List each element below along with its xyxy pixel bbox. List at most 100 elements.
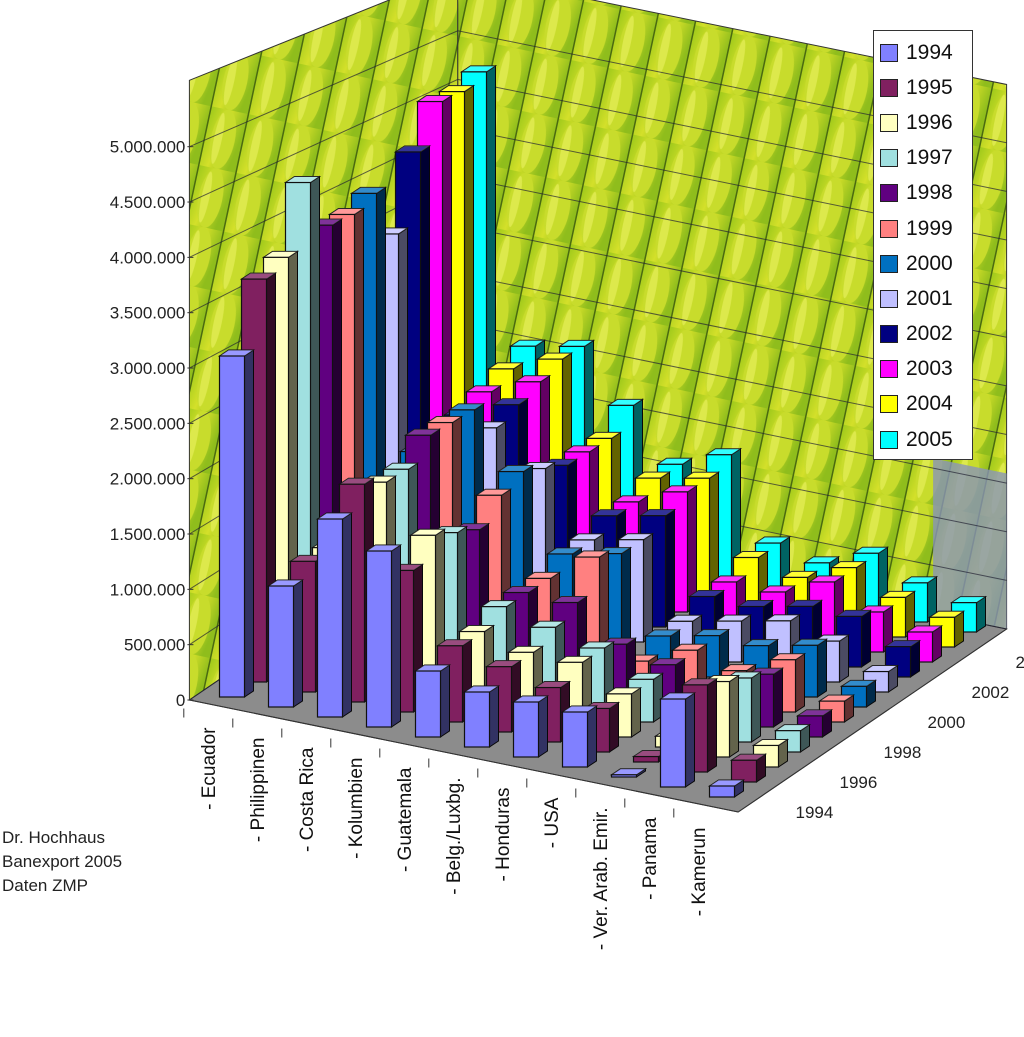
bar-top-light bbox=[268, 580, 303, 586]
bar-panama-1994 bbox=[658, 692, 697, 788]
category-label: - USA bbox=[542, 797, 563, 848]
bar-front bbox=[708, 785, 736, 798]
bar-top-light bbox=[831, 561, 866, 568]
bar-kamerun-2001 bbox=[861, 664, 900, 693]
legend-item-2001: 2001 bbox=[880, 281, 966, 316]
legend-item-1999: 1999 bbox=[880, 211, 966, 246]
legend-swatch bbox=[880, 219, 898, 238]
bar-top-light bbox=[672, 644, 707, 651]
bar-side-shade bbox=[489, 686, 499, 747]
bar-usa-1994 bbox=[560, 705, 599, 768]
bar-side-shade bbox=[932, 625, 942, 662]
bar-top-light bbox=[591, 509, 626, 516]
bar-top-light bbox=[569, 533, 604, 540]
bar-top-light bbox=[755, 537, 790, 544]
legend: 1994 1995 1996 1997 1998 1999 2000 2001 2002 2003… bbox=[873, 30, 973, 460]
legend-swatch bbox=[880, 78, 898, 97]
bar-top-light bbox=[682, 678, 717, 685]
legend-item-1994: 1994 bbox=[880, 35, 966, 70]
category-label: - Philippinen bbox=[248, 738, 269, 843]
bar-top-light bbox=[782, 571, 817, 578]
bar-top-light bbox=[515, 375, 550, 382]
bar-front bbox=[414, 670, 442, 738]
bar-top-light bbox=[716, 615, 751, 622]
bar-top-light bbox=[792, 639, 827, 646]
bar-side-shade bbox=[976, 596, 986, 632]
bar-front bbox=[659, 698, 687, 788]
bar-kamerun-2003 bbox=[905, 625, 944, 663]
bar-front bbox=[730, 759, 758, 783]
legend-label: 1996 bbox=[906, 110, 953, 134]
bar-top-light bbox=[449, 403, 484, 410]
bar-side-shade bbox=[844, 695, 854, 722]
bar-side-shade bbox=[795, 653, 805, 712]
bar-belgluxbg-1994 bbox=[462, 685, 501, 748]
bar-front bbox=[218, 355, 246, 698]
bar-top-light bbox=[885, 640, 920, 647]
bar-side-shade bbox=[866, 680, 876, 707]
source-note: Dr. Hochhaus Banexport 2005 Daten ZMP bbox=[2, 826, 122, 898]
bar-side-shade bbox=[293, 580, 303, 707]
bar-top-light bbox=[804, 556, 839, 563]
bar-top-light bbox=[618, 533, 653, 540]
bar-kamerun-1994 bbox=[707, 779, 746, 798]
bar-top-light bbox=[351, 187, 386, 194]
note-author: Dr. Hochhaus bbox=[2, 828, 105, 847]
bar-top-light bbox=[721, 664, 756, 671]
bar-top-light bbox=[819, 695, 854, 702]
bar-top-light bbox=[503, 586, 538, 593]
bar-top-light bbox=[417, 95, 452, 102]
legend-swatch bbox=[880, 430, 898, 449]
bar-top-light bbox=[657, 458, 692, 465]
bar-top-light bbox=[410, 529, 445, 536]
legend-label: 2003 bbox=[906, 357, 953, 381]
bar-top-light bbox=[809, 575, 844, 582]
bar-verarabemir-1994 bbox=[609, 767, 648, 778]
category-label: - Kolumbien bbox=[346, 758, 367, 859]
bar-top-light bbox=[535, 681, 570, 688]
bar-side-shade bbox=[839, 635, 849, 682]
bar-side-shade bbox=[756, 754, 766, 782]
bar-front bbox=[512, 701, 540, 758]
bar-top-light bbox=[329, 208, 364, 215]
back-wall-corner bbox=[933, 458, 1007, 629]
legend-label: 2005 bbox=[906, 427, 953, 451]
bar-top-light bbox=[383, 463, 418, 470]
bar-top-light bbox=[640, 509, 675, 516]
legend-swatch bbox=[880, 254, 898, 273]
bar-top-light bbox=[711, 575, 746, 582]
bar-top-light bbox=[628, 673, 663, 680]
bar-side-shade bbox=[731, 448, 741, 582]
bar-top-light bbox=[880, 591, 915, 598]
bar-top-light bbox=[706, 448, 741, 455]
legend-item-2005: 2005 bbox=[880, 422, 966, 457]
bar-top-light bbox=[481, 600, 516, 607]
bar-top-light bbox=[775, 724, 810, 731]
bar-top-light bbox=[606, 687, 641, 694]
legend-swatch bbox=[880, 289, 898, 308]
bar-top-light bbox=[841, 680, 876, 687]
legend-item-2003: 2003 bbox=[880, 352, 966, 387]
bar-ecuador-1994 bbox=[217, 349, 256, 698]
note-source: Daten ZMP bbox=[2, 876, 88, 895]
bar-top-light bbox=[339, 478, 374, 485]
bar-front bbox=[561, 711, 589, 768]
bar-side-shade bbox=[778, 739, 788, 767]
bar-top-light bbox=[366, 545, 401, 551]
depth-tick-label: 1994 bbox=[796, 803, 834, 822]
category-label: - Belg./Luxbg. bbox=[444, 778, 465, 895]
bar-top-light bbox=[439, 85, 474, 92]
bar-front bbox=[463, 691, 491, 748]
bar-top-light bbox=[951, 596, 986, 603]
legend-swatch bbox=[880, 360, 898, 379]
legend-label: 1995 bbox=[906, 75, 953, 99]
bar-side-shade bbox=[342, 513, 352, 717]
bar-top-light bbox=[645, 629, 680, 636]
bar-top-light bbox=[633, 750, 668, 757]
y-tick-label: 0 bbox=[176, 691, 185, 710]
bar-top-light bbox=[907, 625, 942, 632]
bar-side-shade bbox=[883, 605, 893, 652]
bar-top-light bbox=[579, 641, 614, 648]
legend-label: 2002 bbox=[906, 322, 953, 346]
bar-top-light bbox=[493, 398, 528, 405]
